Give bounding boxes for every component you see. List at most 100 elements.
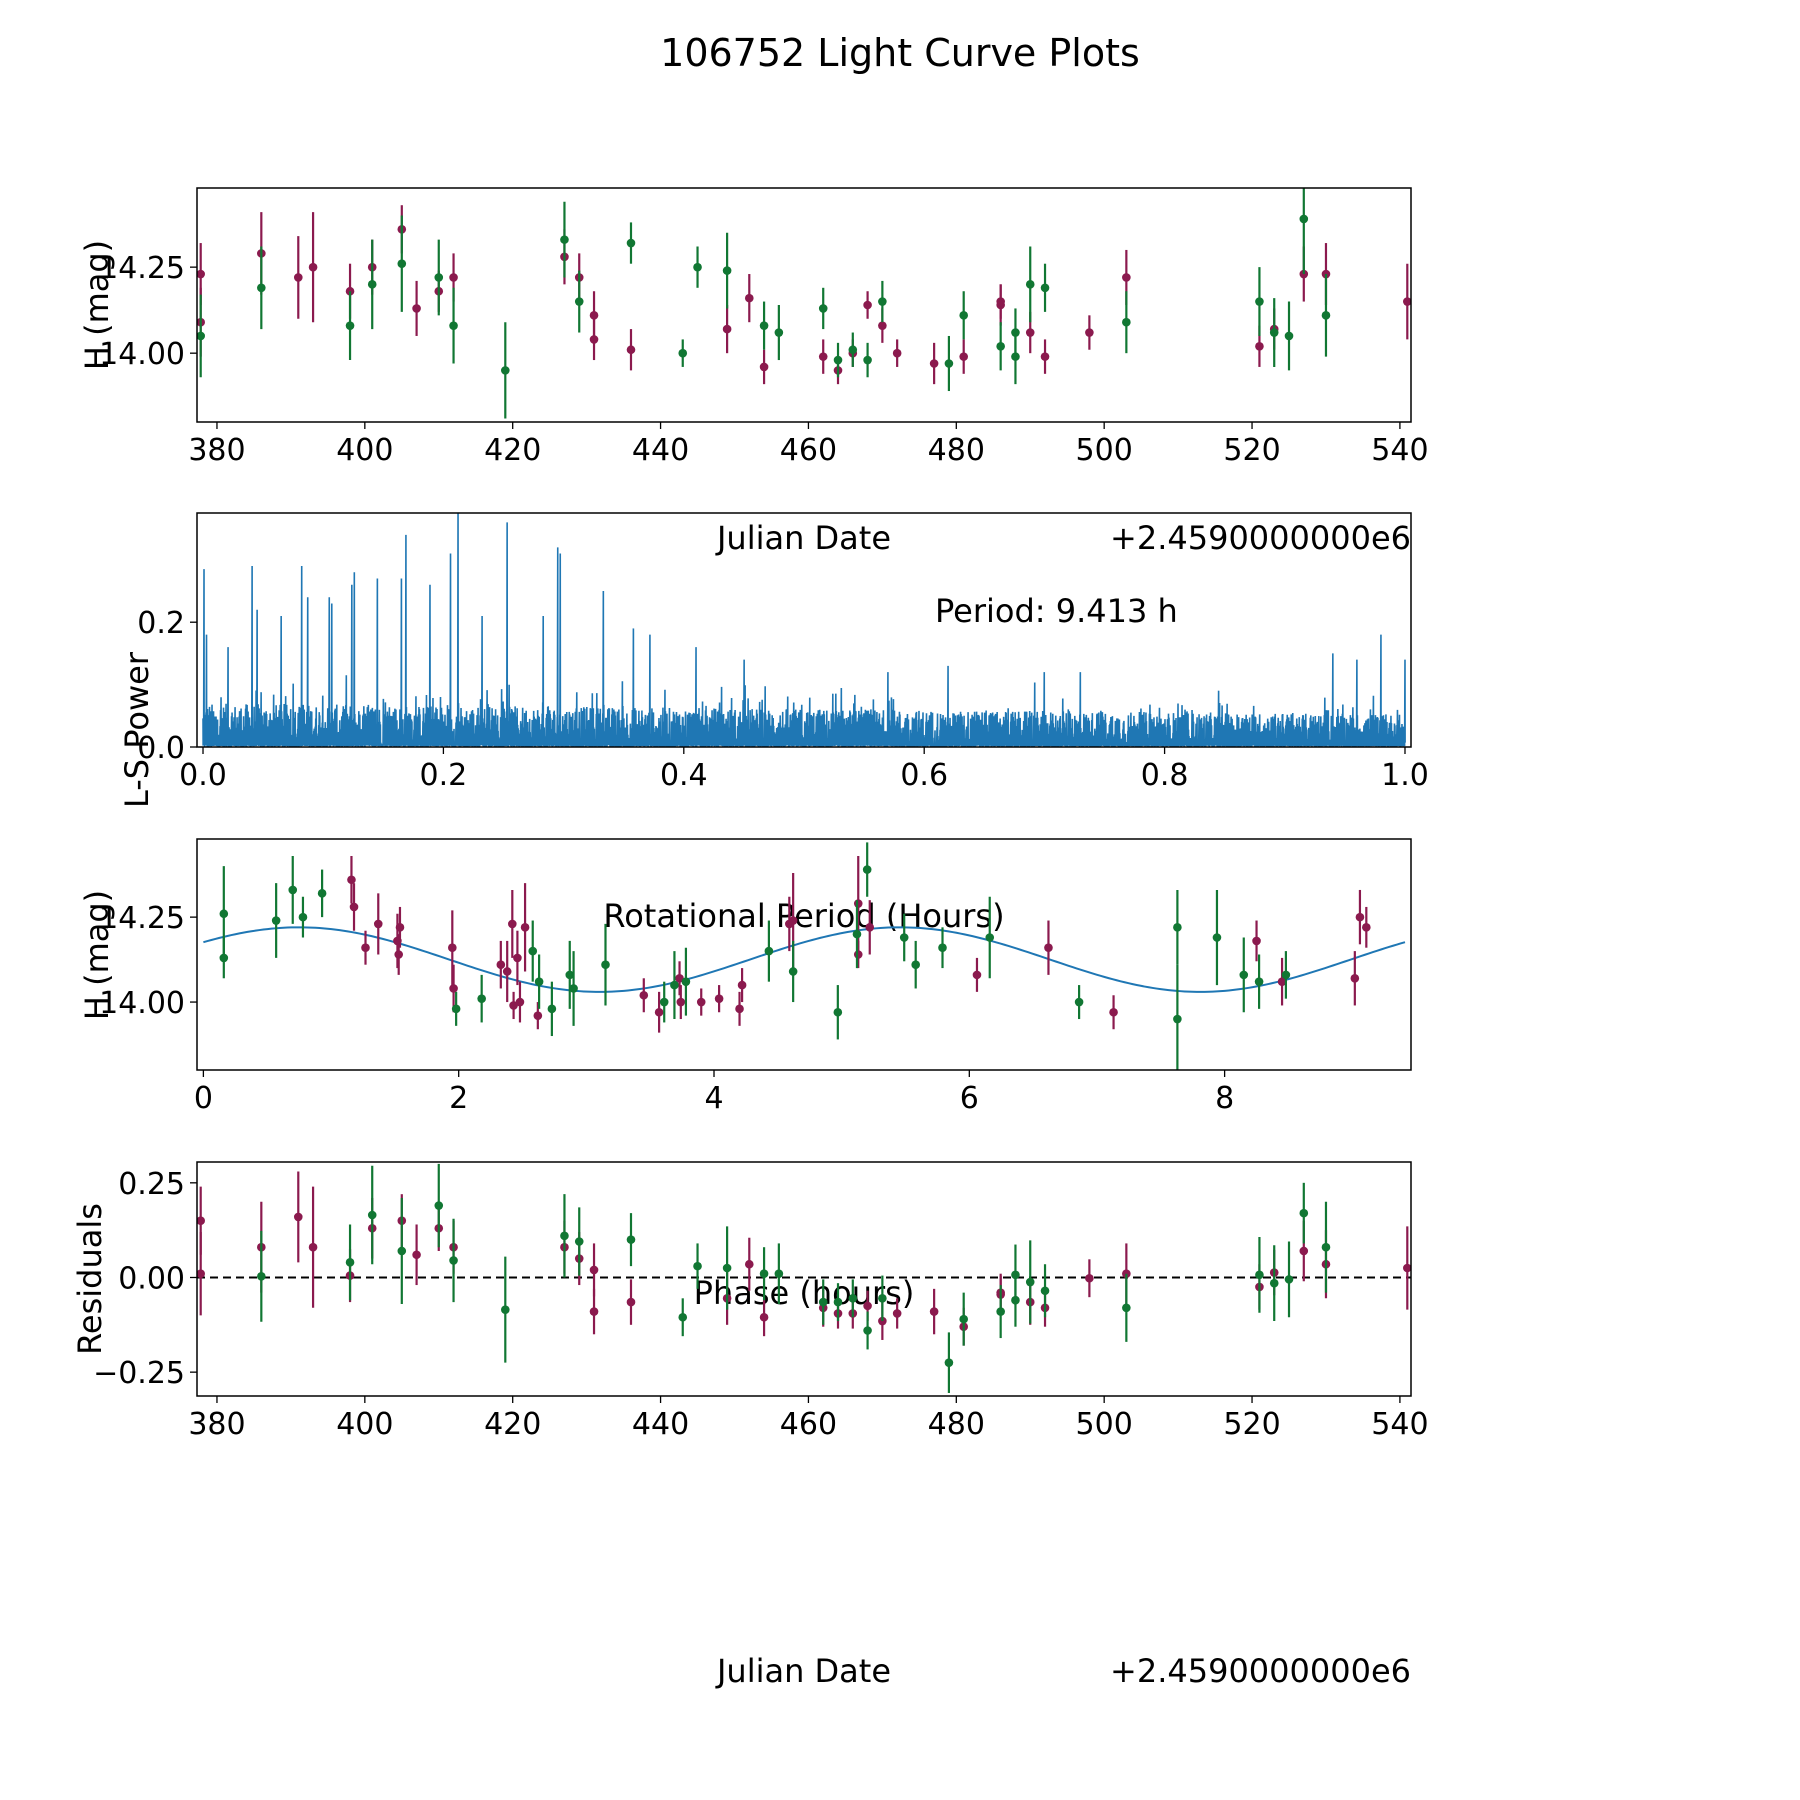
data-point[interactable] [714, 994, 724, 1003]
data-point[interactable] [863, 355, 872, 365]
data-point[interactable] [675, 973, 684, 983]
data-point[interactable] [693, 1261, 702, 1271]
data-point[interactable] [959, 352, 968, 361]
data-point[interactable] [878, 321, 887, 330]
data-point[interactable] [196, 269, 205, 279]
data-point[interactable] [678, 348, 688, 358]
data-point[interactable] [670, 980, 679, 990]
data-point[interactable] [774, 328, 784, 337]
data-point[interactable] [449, 984, 458, 993]
data-point[interactable] [1025, 280, 1035, 289]
data-point[interactable] [367, 1210, 377, 1220]
data-point[interactable] [520, 923, 530, 932]
data-point[interactable] [1321, 1242, 1331, 1252]
data-point[interactable] [196, 331, 205, 341]
data-point[interactable] [1109, 1007, 1118, 1017]
data-point[interactable] [693, 262, 702, 272]
data-point[interactable] [862, 865, 872, 874]
data-point[interactable] [1355, 912, 1365, 922]
data-point[interactable] [412, 1250, 421, 1260]
data-point[interactable] [1122, 273, 1131, 282]
data-point[interactable] [654, 1007, 664, 1017]
data-point[interactable] [1281, 970, 1291, 980]
data-point[interactable] [1025, 328, 1035, 337]
data-point[interactable] [959, 1314, 968, 1324]
data-point[interactable] [737, 980, 747, 990]
data-point[interactable] [560, 235, 569, 244]
data-point[interactable] [853, 950, 863, 959]
data-point[interactable] [774, 1269, 784, 1278]
data-point[interactable] [449, 321, 458, 330]
data-point[interactable] [196, 1269, 205, 1278]
data-point[interactable] [759, 1312, 769, 1322]
data-point[interactable] [759, 1269, 769, 1278]
data-point[interactable] [1122, 1303, 1131, 1313]
data-point[interactable] [257, 1272, 266, 1281]
data-point[interactable] [397, 1246, 407, 1256]
data-point[interactable] [678, 1312, 688, 1322]
data-point[interactable] [863, 300, 872, 310]
data-point[interactable] [496, 960, 506, 969]
data-point[interactable] [308, 1242, 318, 1252]
data-point[interactable] [298, 912, 308, 922]
data-point[interactable] [1040, 1286, 1050, 1296]
data-point[interactable] [1011, 352, 1020, 361]
data-point[interactable] [1173, 1014, 1182, 1024]
data-point[interactable] [1284, 331, 1294, 341]
data-point[interactable] [676, 997, 686, 1007]
data-point[interactable] [293, 1212, 303, 1222]
data-point[interactable] [293, 273, 303, 282]
data-point[interactable] [833, 1007, 843, 1017]
data-point[interactable] [788, 916, 798, 925]
data-point[interactable] [601, 960, 610, 969]
data-point[interactable] [722, 1263, 732, 1273]
data-point[interactable] [1403, 1263, 1412, 1273]
data-point[interactable] [1254, 977, 1264, 986]
data-point[interactable] [878, 297, 887, 306]
data-point[interactable] [395, 923, 405, 932]
data-point[interactable] [547, 1004, 557, 1014]
data-point[interactable] [788, 967, 798, 976]
data-point[interactable] [565, 970, 575, 980]
data-point[interactable] [508, 919, 517, 929]
data-point[interactable] [1255, 341, 1264, 351]
data-point[interactable] [848, 1294, 858, 1303]
data-point[interactable] [1362, 923, 1371, 932]
data-point[interactable] [219, 909, 229, 919]
data-point[interactable] [501, 366, 510, 375]
data-point[interactable] [1044, 943, 1053, 953]
data-point[interactable] [1025, 1277, 1035, 1287]
data-point[interactable] [639, 990, 649, 1000]
data-point[interactable] [929, 359, 939, 368]
data-point[interactable] [589, 311, 599, 320]
data-point[interactable] [1255, 1270, 1264, 1280]
data-point[interactable] [818, 352, 828, 361]
data-point[interactable] [1255, 297, 1264, 306]
data-point[interactable] [848, 345, 858, 355]
data-point[interactable] [1269, 1278, 1279, 1288]
data-point[interactable] [412, 304, 421, 313]
data-point[interactable] [1239, 970, 1249, 980]
data-point[interactable] [219, 953, 229, 963]
data-point[interactable] [1085, 1273, 1094, 1283]
data-point[interactable] [533, 1011, 543, 1020]
data-point[interactable] [515, 997, 525, 1007]
data-point[interactable] [394, 950, 403, 959]
data-point[interactable] [899, 933, 909, 942]
data-point[interactable] [589, 335, 599, 344]
data-point[interactable] [852, 929, 862, 939]
data-point[interactable] [257, 283, 266, 293]
data-point[interactable] [764, 946, 774, 956]
data-point[interactable] [626, 1297, 636, 1307]
data-point[interactable] [509, 1001, 518, 1010]
data-point[interactable] [863, 1326, 872, 1335]
data-point[interactable] [744, 1259, 754, 1269]
data-point[interactable] [534, 977, 544, 986]
data-point[interactable] [449, 1256, 458, 1265]
data-point[interactable] [744, 293, 754, 303]
data-point[interactable] [1284, 1275, 1294, 1284]
data-point[interactable] [818, 304, 828, 313]
data-point[interactable] [1299, 1246, 1309, 1256]
data-point[interactable] [1277, 977, 1287, 986]
data-point[interactable] [1011, 1295, 1020, 1305]
